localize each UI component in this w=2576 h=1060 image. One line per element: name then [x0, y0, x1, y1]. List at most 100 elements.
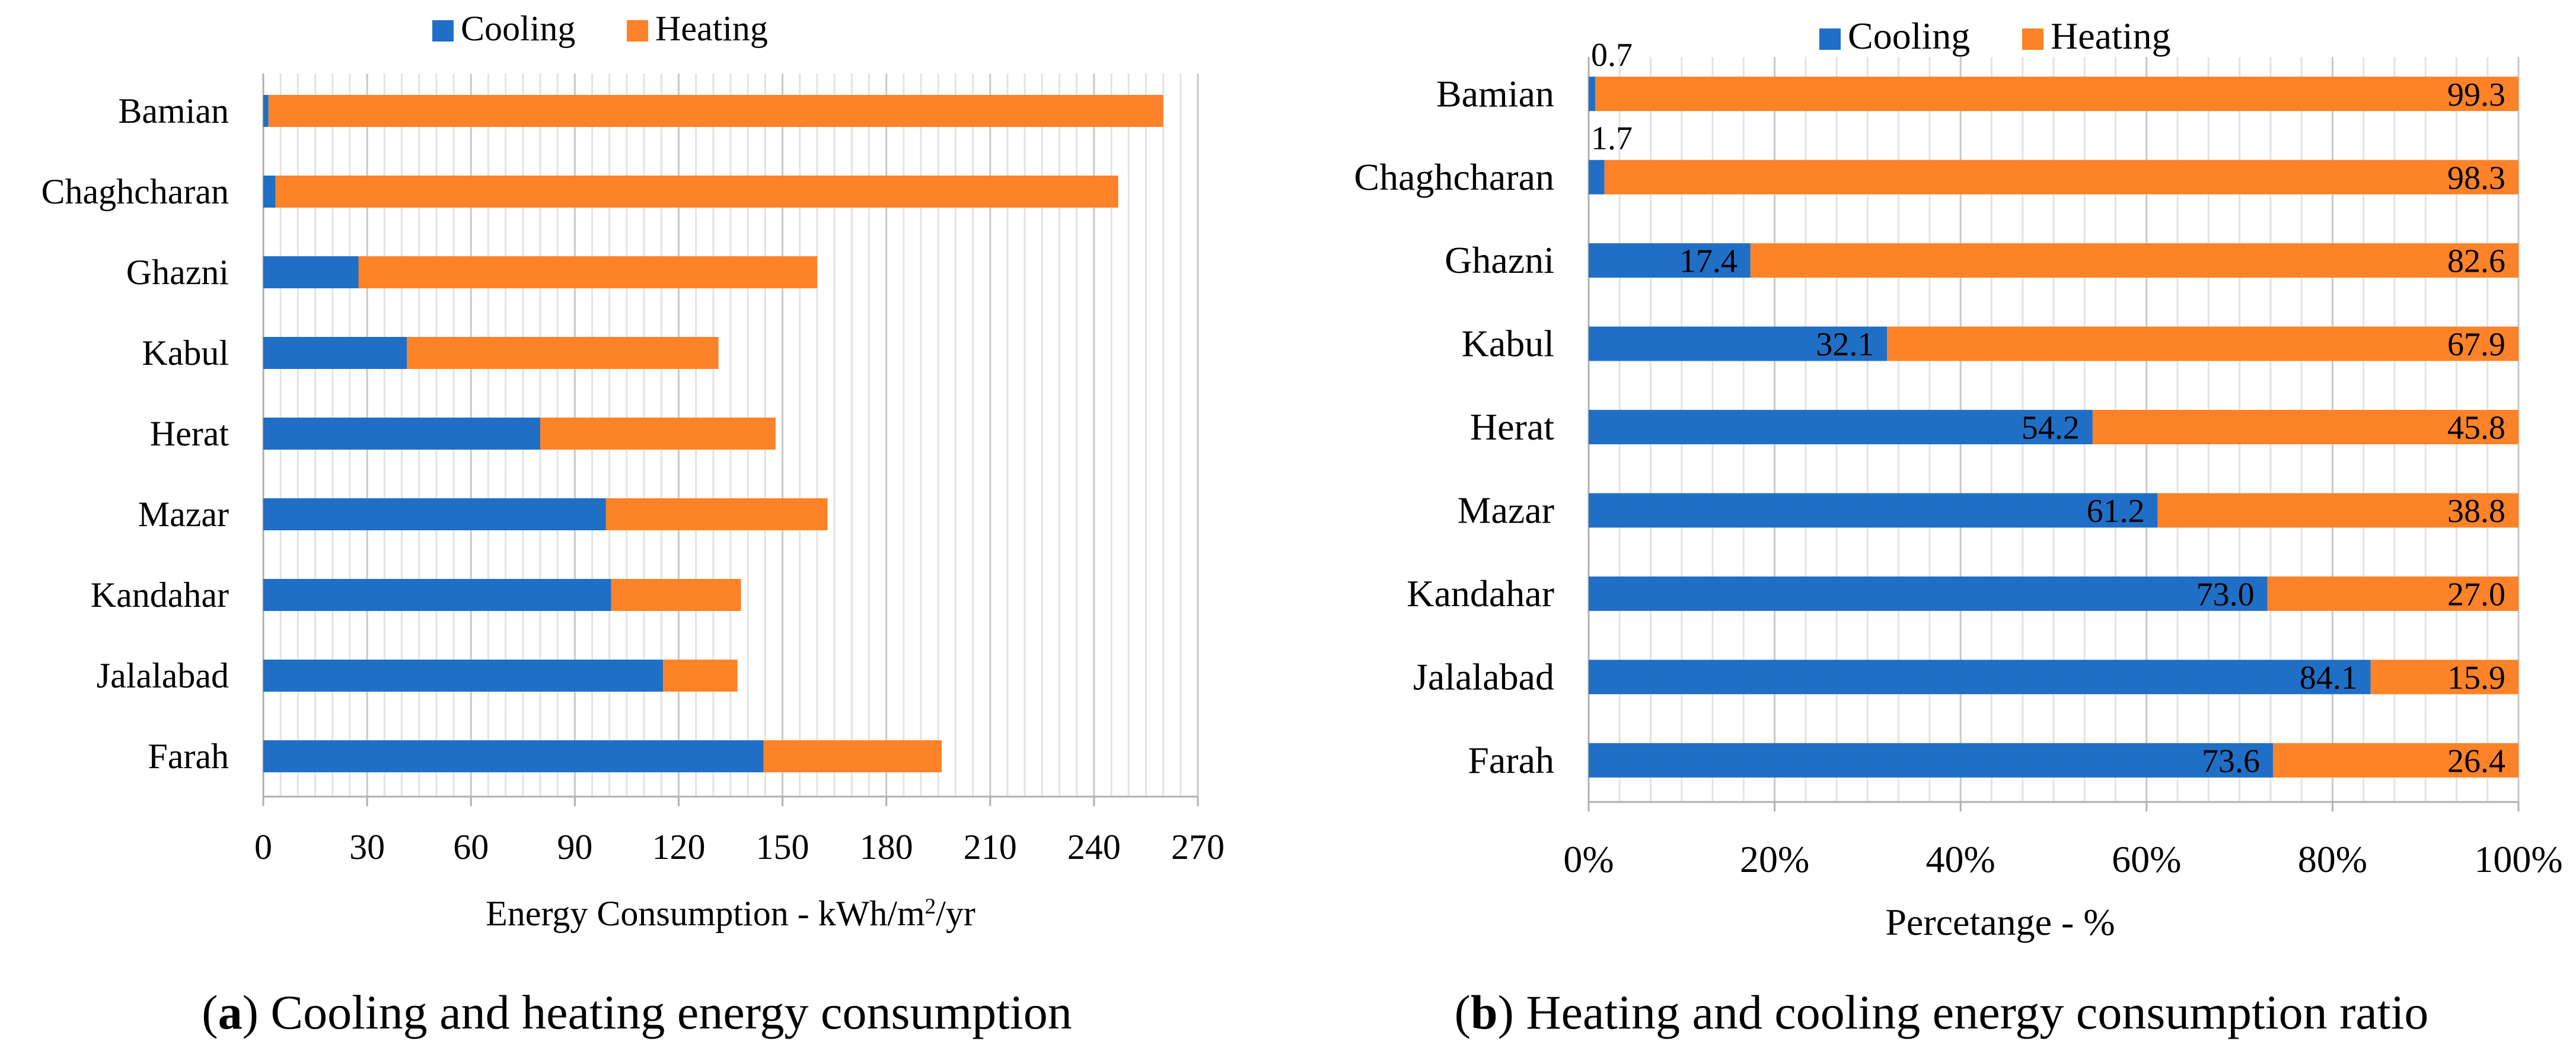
caption-a-text: Cooling and heating energy consumption	[258, 985, 1072, 1039]
category-label: Kabul	[1462, 323, 1554, 365]
bar-cooling	[1589, 410, 2093, 444]
data-label-cooling: 84.1	[2300, 660, 2358, 696]
category-label: Chaghcharan	[1354, 156, 1554, 198]
bar-heating	[611, 579, 741, 611]
data-label-cooling: 54.2	[2022, 410, 2080, 447]
caption-a: (a) Cooling and heating energy consumpti…	[202, 985, 1072, 1039]
data-label-heating: 27.0	[2447, 576, 2505, 613]
data-label-cooling: 0.7	[1591, 37, 1633, 74]
chart-a-energy-consumption: 0 30 60 90 120 150 180 210 240 270 Bamian Chaghchar…	[41, 9, 1225, 933]
caption-b: (b) Heating and cooling energy consumpti…	[1454, 985, 2429, 1039]
x-axis-title: Percetange - %	[1885, 901, 2115, 943]
caption-a-letter: a	[218, 985, 243, 1039]
legend-label-cooling: Cooling	[461, 9, 575, 48]
bar-cooling	[1589, 576, 2268, 611]
bar-cooling	[1589, 326, 1888, 361]
data-label-heating: 99.3	[2447, 77, 2505, 113]
data-label-cooling: 73.0	[2196, 576, 2255, 613]
category-label: Mazar	[1458, 489, 1554, 531]
category-label: Kandahar	[1407, 572, 1554, 615]
x-tick-label: 0	[254, 827, 272, 867]
x-tick-label: 30	[349, 827, 385, 867]
bar-heating	[663, 660, 738, 692]
x-tick-label: 60%	[2112, 838, 2181, 880]
bar-heating	[540, 418, 776, 450]
x-tick-label: 120	[652, 827, 705, 867]
data-label-cooling: 1.7	[1591, 120, 1633, 157]
bar-cooling	[1589, 493, 2158, 528]
x-axis-title: Energy Consumption - kWh/m2/yr	[486, 894, 975, 933]
caption-b-text: Heating and cooling energy consumption r…	[1513, 985, 2429, 1039]
legend-label-heating: Heating	[655, 9, 768, 48]
data-label-heating: 98.3	[2447, 160, 2505, 196]
bar-cooling	[1589, 243, 1751, 278]
data-label-cooling: 73.6	[2202, 743, 2260, 779]
category-label: Bamian	[118, 91, 229, 130]
x-tick-label: 270	[1171, 827, 1225, 867]
bar-cooling	[263, 337, 407, 369]
bar-heating	[1595, 77, 2518, 112]
bar-heating	[2267, 576, 2518, 611]
bar-cooling	[263, 660, 664, 692]
category-label: Jalalabad	[1413, 655, 1554, 698]
x-tick-label: 80%	[2298, 838, 2367, 880]
category-label: Jalalabad	[97, 656, 229, 695]
legend-label-heating: Heating	[2051, 15, 2171, 57]
x-tick-label: 20%	[1740, 838, 1809, 880]
data-label-cooling: 61.2	[2087, 493, 2145, 530]
bar-heating	[407, 337, 719, 369]
bar-heating	[2370, 660, 2518, 695]
category-label: Kandahar	[91, 575, 229, 615]
x-tick-label: 240	[1067, 827, 1121, 867]
bar-heating	[358, 256, 817, 288]
x-tick-label: 100%	[2474, 838, 2562, 880]
x-tick-label: 210	[964, 827, 1017, 867]
category-label: Farah	[1468, 739, 1554, 781]
bar-cooling	[263, 740, 764, 772]
data-label-cooling: 17.4	[1679, 243, 1737, 280]
data-label-heating: 26.4	[2447, 743, 2505, 779]
x-tick-label: 0%	[1563, 838, 1614, 880]
bar-cooling	[263, 95, 269, 127]
legend: Cooling Heating	[1819, 15, 2171, 57]
category-label: Ghazni	[1445, 239, 1554, 281]
category-label: Mazar	[138, 495, 229, 534]
bar-heating	[2092, 410, 2518, 444]
data-label-heating: 15.9	[2447, 660, 2505, 696]
data-label-heating: 45.8	[2447, 410, 2505, 447]
legend-label-cooling: Cooling	[1848, 15, 1970, 57]
category-label: Kabul	[142, 333, 229, 373]
bar-cooling	[263, 176, 276, 208]
bar-heating	[1750, 243, 2518, 278]
bar-heating	[2273, 743, 2518, 778]
x-tick-label: 90	[557, 827, 592, 867]
category-label: Herat	[1470, 406, 1554, 448]
bar-cooling	[1589, 160, 1605, 195]
legend-swatch-cooling	[432, 20, 454, 42]
bar-heating	[268, 95, 1163, 127]
legend-swatch-heating	[2022, 28, 2043, 50]
bar-heating	[2157, 493, 2518, 528]
category-label: Farah	[148, 737, 229, 776]
bar-heating	[1604, 160, 2518, 195]
bar-heating	[1887, 326, 2518, 361]
data-label-cooling: 32.1	[1816, 326, 1874, 363]
chart-b-consumption-ratio: 0% 20% 40% 60% 80% 100% Bamian 0.7 99.3 Chaghchar…	[1354, 15, 2562, 943]
caption-b-letter: b	[1470, 985, 1498, 1039]
category-label: Bamian	[1436, 72, 1554, 114]
bar-cooling	[263, 579, 611, 611]
data-label-heating: 67.9	[2447, 326, 2505, 363]
bar-cooling	[263, 418, 540, 450]
data-label-heating: 82.6	[2447, 243, 2505, 280]
x-tick-label: 180	[860, 827, 913, 867]
legend-swatch-cooling	[1819, 28, 1841, 50]
bar-cooling	[263, 256, 359, 288]
bar-cooling	[263, 498, 606, 530]
legend: Cooling Heating	[432, 9, 768, 48]
bar-cooling	[1589, 77, 1595, 112]
legend-swatch-heating	[627, 20, 648, 42]
category-label: Ghazni	[126, 253, 229, 292]
x-tick-label: 40%	[1926, 838, 1995, 880]
bar-heating	[605, 498, 828, 530]
